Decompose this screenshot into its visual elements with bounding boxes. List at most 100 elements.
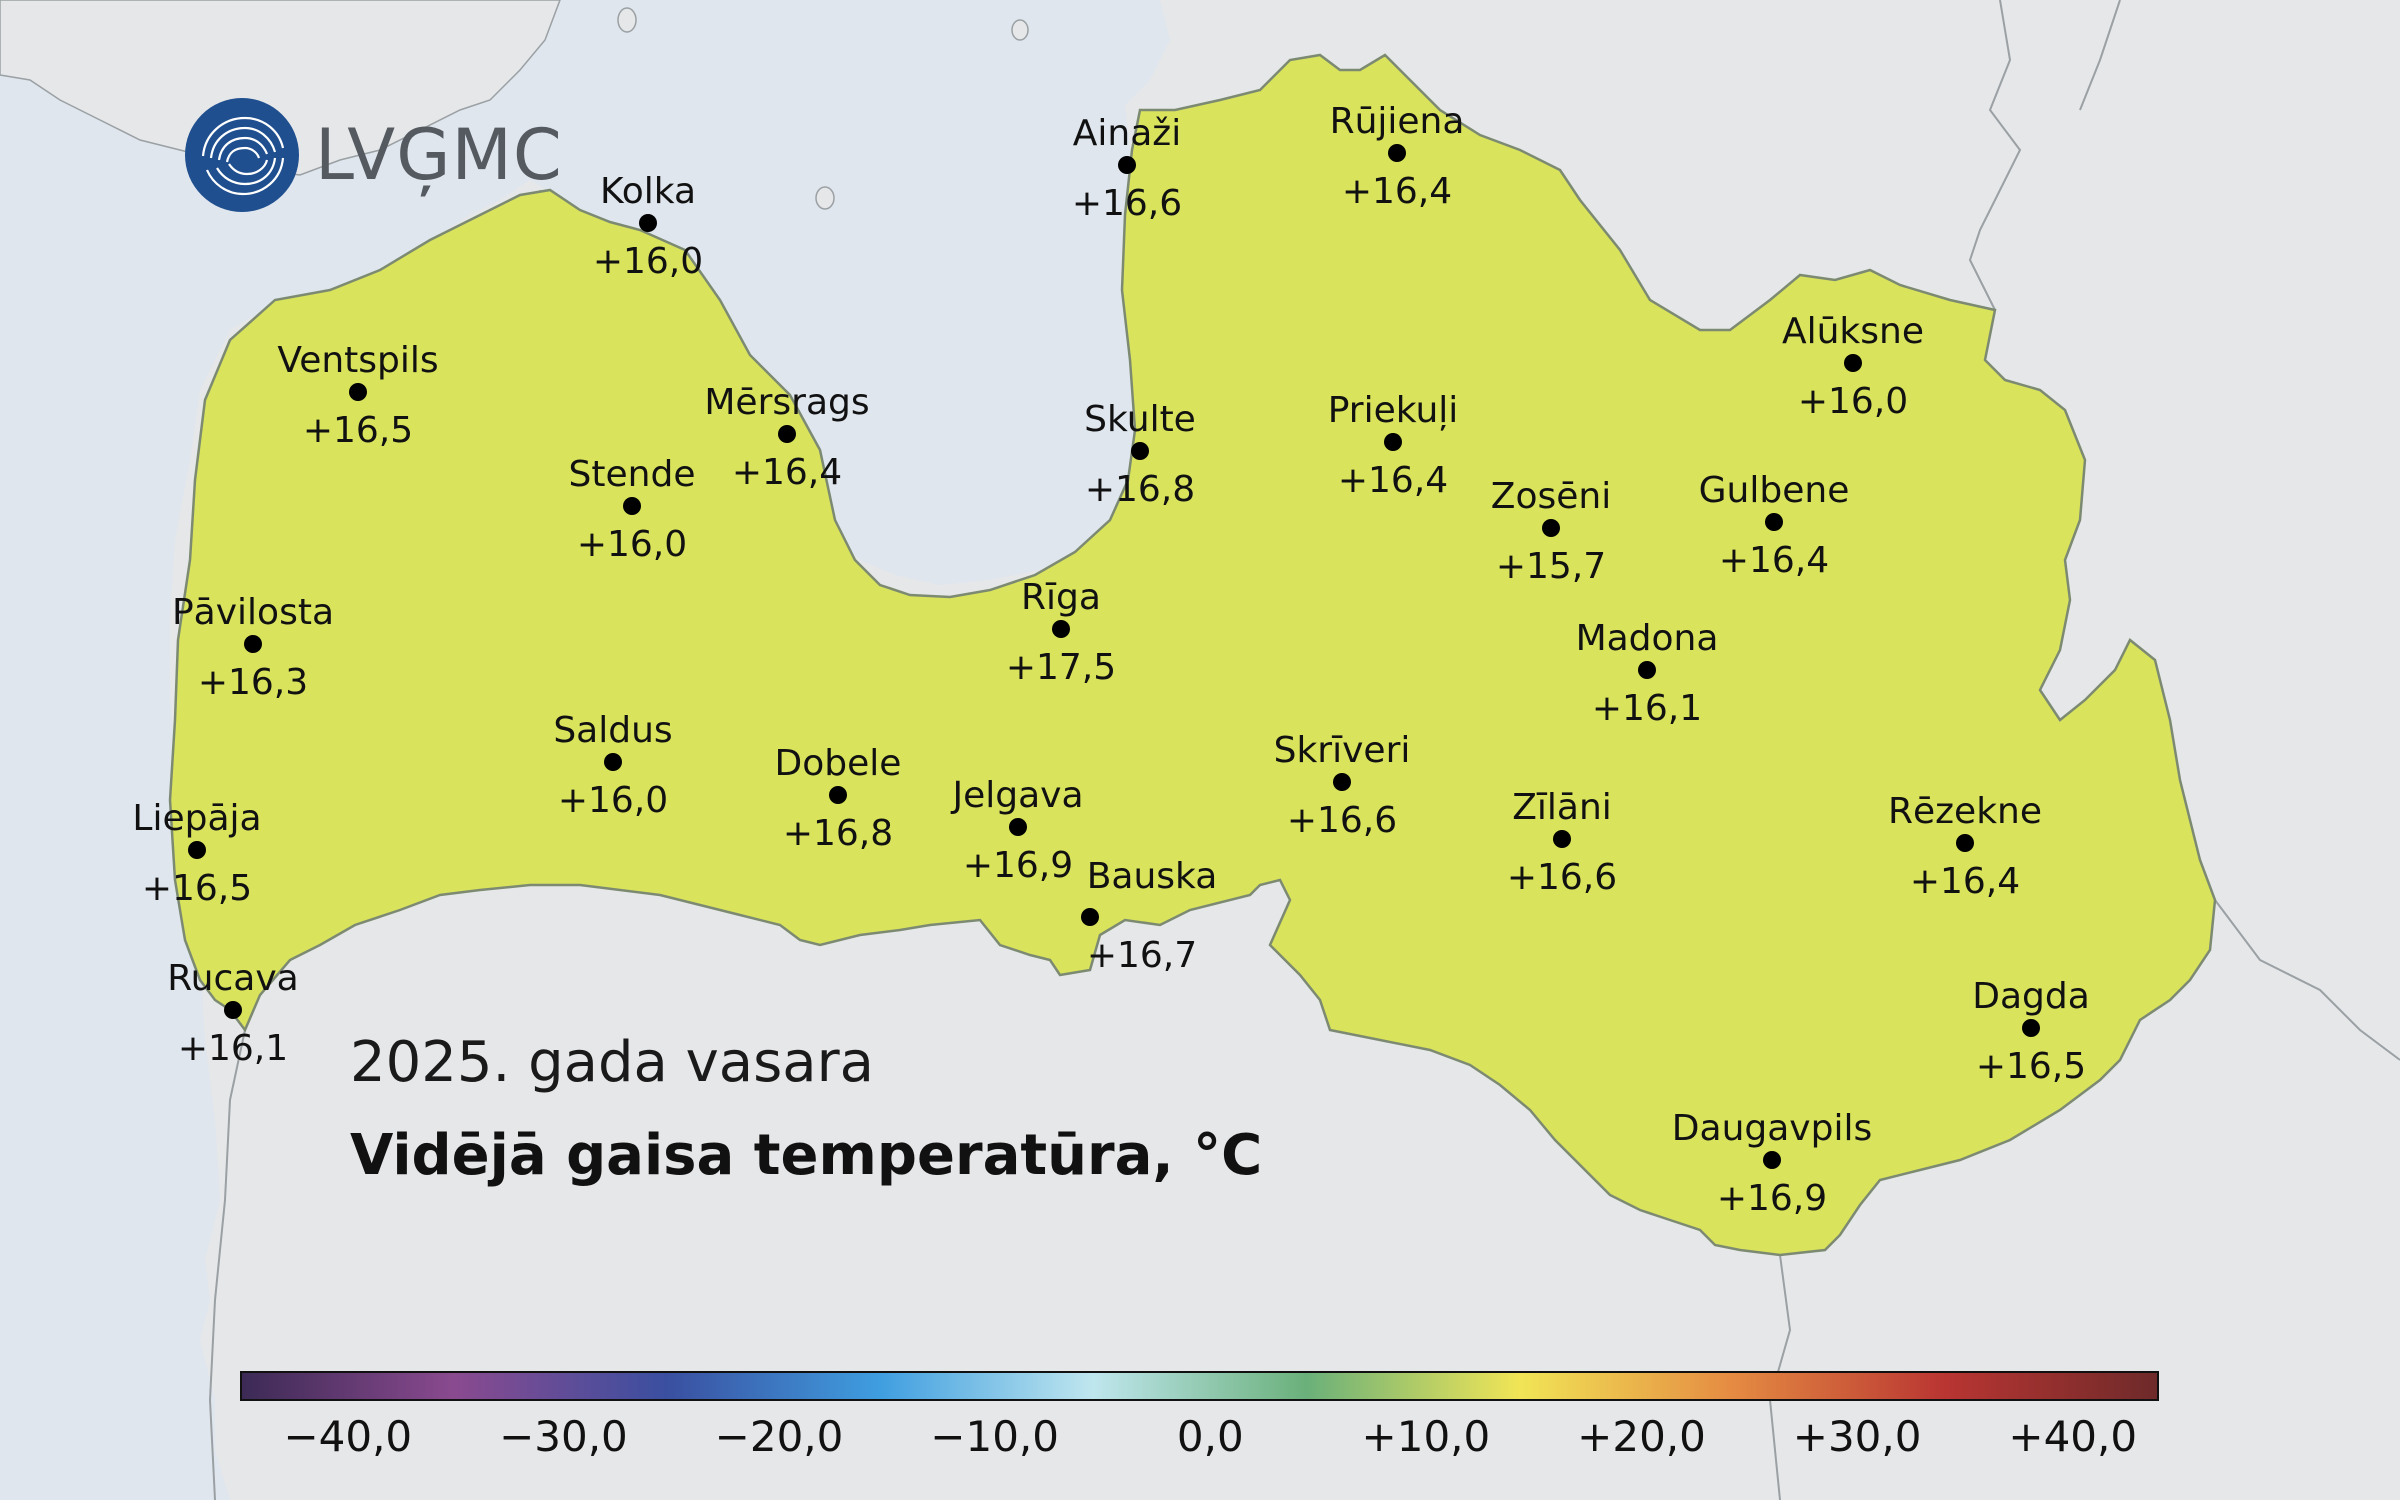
station-value: +16,0 (577, 524, 687, 565)
color-scale-ticks: −40,0 −30,0 −20,0 −10,0 0,0 +10,0 +20,0 +30,0 +4… (0, 1412, 2400, 1472)
station-13: Bauska +16,7 (1081, 856, 1217, 976)
station-name: Dagda (1972, 976, 2090, 1017)
map-title-season: 2025. gada vasara (350, 1030, 874, 1095)
station-dot (1333, 773, 1351, 791)
station-dot (1009, 818, 1027, 836)
map-title-variable: Vidējā gaisa temperatūra, °C (350, 1123, 1263, 1188)
station-value: +16,1 (1592, 688, 1702, 729)
station-21: Zīlāni +16,6 (1507, 787, 1617, 898)
station-value: +16,5 (142, 868, 252, 909)
station-dot (1553, 830, 1571, 848)
station-dot (349, 383, 367, 401)
station-dot (1956, 834, 1974, 852)
station-dot (188, 841, 206, 859)
station-6: Dobele +16,8 (775, 743, 902, 854)
scale-tick-label: +20,0 (1577, 1412, 1706, 1461)
station-name: Stende (569, 454, 696, 495)
station-value: +16,6 (1072, 183, 1182, 224)
station-name: Priekuļi (1328, 390, 1459, 431)
station-name: Skrīveri (1274, 730, 1411, 771)
scale-tick-label: −40,0 (283, 1412, 413, 1461)
lvgmc-wave-icon (185, 98, 299, 212)
station-3: Stende +16,0 (569, 454, 696, 565)
station-value: +15,7 (1496, 546, 1606, 587)
station-value: +16,9 (963, 845, 1073, 886)
station-value: +16,0 (593, 241, 703, 282)
station-dot (778, 425, 796, 443)
scale-tick-label: +30,0 (1792, 1412, 1922, 1461)
station-name: Zosēni (1491, 476, 1611, 517)
station-name: Liepāja (132, 798, 261, 839)
station-value: +16,8 (1085, 469, 1195, 510)
station-dot (1542, 519, 1560, 537)
color-scale-bar (240, 1371, 2159, 1401)
station-dot (1763, 1151, 1781, 1169)
station-name: Skulte (1084, 399, 1196, 440)
station-value: +16,4 (1338, 460, 1448, 501)
scale-tick-label: −30,0 (499, 1412, 628, 1461)
station-dot (1638, 661, 1656, 679)
station-dot (2022, 1019, 2040, 1037)
station-value: +16,4 (1719, 540, 1829, 581)
station-dot (829, 786, 847, 804)
station-value: +16,4 (732, 452, 842, 493)
station-15: Priekuļi +16,4 (1328, 390, 1459, 501)
station-name: Bauska (1087, 856, 1218, 897)
station-name: Mērsrags (704, 382, 869, 423)
station-value: +16,4 (1342, 171, 1452, 212)
station-value: +16,7 (1087, 935, 1197, 976)
station-name: Zīlāni (1512, 787, 1612, 828)
station-0: Kolka +16,0 (593, 171, 703, 282)
station-dot (623, 497, 641, 515)
islands (0, 0, 1029, 210)
logo-text: LVĢMC (315, 114, 563, 196)
station-23: Dagda +16,5 (1972, 976, 2090, 1087)
station-1: Ventspils +16,5 (277, 340, 438, 451)
station-7: Liepāja +16,5 (132, 798, 261, 909)
station-8: Rucava +16,1 (167, 958, 298, 1069)
station-dot (1765, 513, 1783, 531)
station-value: +16,0 (1798, 381, 1908, 422)
scale-tick-label: +40,0 (2008, 1412, 2138, 1461)
station-16: Zosēni +15,7 (1491, 476, 1611, 587)
station-18: Gulbene +16,4 (1699, 470, 1850, 581)
station-2: Mērsrags +16,4 (704, 382, 869, 493)
station-value: +17,5 (1006, 647, 1116, 688)
station-dot (1388, 144, 1406, 162)
station-11: Skulte +16,8 (1084, 399, 1196, 510)
station-value: +16,6 (1287, 800, 1397, 841)
station-markers: Kolka +16,0 Ventspils +16,5 Mērsrags +16,4 Ste… (132, 101, 2089, 1219)
station-20: Skrīveri +16,6 (1274, 730, 1411, 841)
station-value: +16,5 (303, 410, 413, 451)
station-5: Saldus +16,0 (553, 710, 672, 821)
station-19: Madona +16,1 (1576, 618, 1719, 729)
station-dot (244, 635, 262, 653)
station-value: +16,8 (783, 813, 893, 854)
station-value: +16,1 (178, 1028, 288, 1069)
station-17: Alūksne +16,0 (1782, 311, 1924, 422)
station-dot (1384, 433, 1402, 451)
station-name: Gulbene (1699, 470, 1850, 511)
station-dot (224, 1001, 242, 1019)
station-name: Rēzekne (1888, 791, 2042, 832)
station-name: Ventspils (277, 340, 438, 381)
station-name: Rīga (1021, 577, 1101, 618)
station-value: +16,0 (558, 780, 668, 821)
station-24: Daugavpils +16,9 (1672, 1108, 1872, 1219)
scale-tick-label: +10,0 (1361, 1412, 1491, 1461)
station-22: Rēzekne +16,4 (1888, 791, 2042, 902)
station-dot (604, 753, 622, 771)
station-value: +16,4 (1910, 861, 2020, 902)
station-14: Rūjiena +16,4 (1330, 101, 1465, 212)
station-4: Pāvilosta +16,3 (172, 592, 334, 703)
station-name: Jelgava (950, 775, 1083, 816)
sea (0, 0, 1170, 1500)
station-12: Ainaži +16,6 (1072, 113, 1182, 224)
logo: LVĢMC (183, 95, 563, 215)
scale-tick-label: −20,0 (714, 1412, 844, 1461)
station-value: +16,3 (198, 662, 308, 703)
station-value: +16,5 (1976, 1046, 2086, 1087)
station-9: Jelgava +16,9 (950, 775, 1083, 886)
